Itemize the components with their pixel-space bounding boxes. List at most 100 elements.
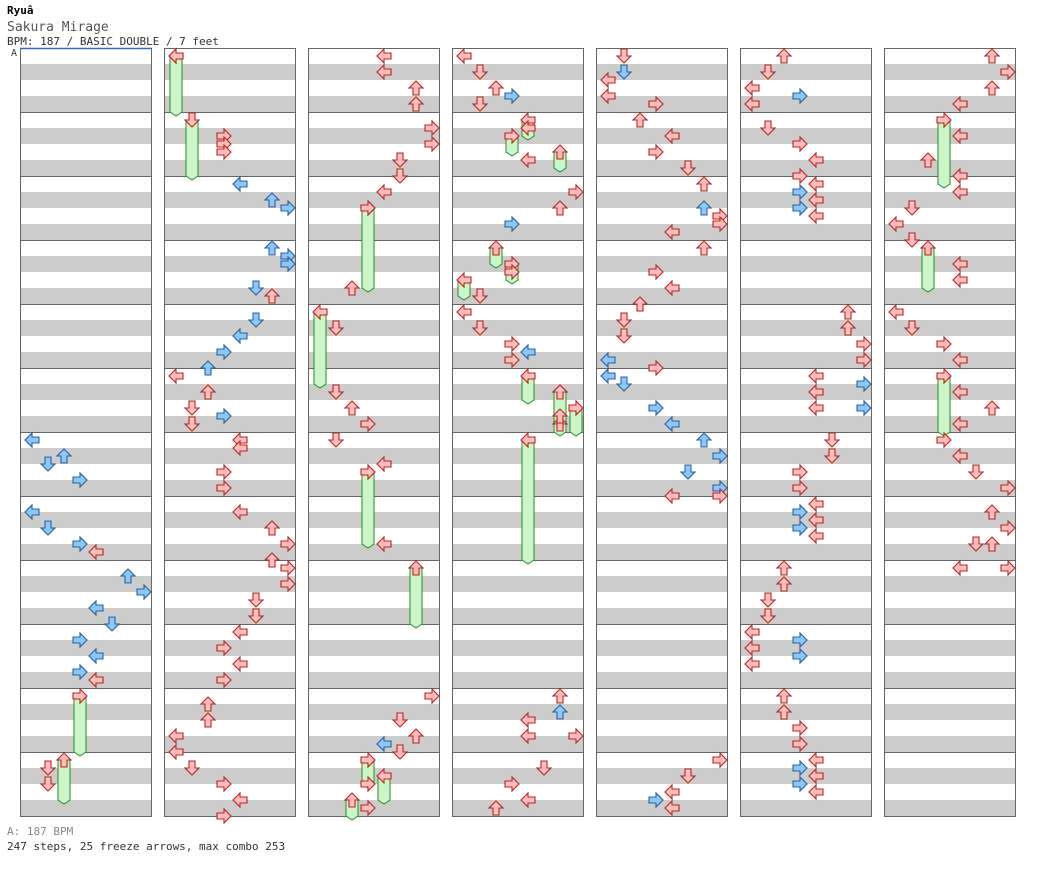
beat-stripe [596, 288, 728, 304]
beat-stripe [308, 48, 440, 64]
beat-stripe [308, 736, 440, 752]
step-arrow [983, 80, 1001, 96]
beat-stripe [740, 352, 872, 368]
freeze-arrow [185, 119, 199, 181]
step-arrow [952, 271, 968, 289]
step-arrow [391, 168, 409, 184]
beat-stripe [884, 304, 1016, 320]
step-arrow [952, 127, 968, 145]
measure-box [884, 752, 1016, 817]
step-arrow [712, 447, 728, 465]
step-arrow [168, 727, 184, 745]
step-arrow [631, 112, 649, 128]
step-arrow [376, 535, 392, 553]
step-arrow [679, 160, 697, 176]
beat-stripe [884, 224, 1016, 240]
beat-stripe [164, 576, 296, 592]
step-arrow [391, 712, 409, 728]
step-arrow [808, 367, 824, 385]
beat-stripe [452, 64, 584, 80]
beat-stripe [884, 576, 1016, 592]
beat-stripe [164, 704, 296, 720]
beat-stripe [596, 608, 728, 624]
beat-stripe [740, 592, 872, 608]
beat-stripe [884, 240, 1016, 256]
beat-stripe [740, 128, 872, 144]
step-arrow [72, 471, 88, 489]
step-arrow [216, 671, 232, 689]
beat-stripe [20, 208, 152, 224]
step-arrow [936, 335, 952, 353]
beat-stripe [740, 240, 872, 256]
beat-stripe [164, 512, 296, 528]
beat-stripe [884, 288, 1016, 304]
step-arrow [775, 48, 793, 64]
step-arrow [360, 415, 376, 433]
step-arrow [568, 727, 584, 745]
step-arrow [360, 799, 376, 817]
step-arrow [424, 119, 440, 137]
step-arrow [183, 760, 201, 776]
step-arrow [216, 639, 232, 657]
beat-stripe [452, 416, 584, 432]
beat-stripe [452, 464, 584, 480]
step-arrow [263, 240, 281, 256]
step-arrow [952, 383, 968, 401]
beat-stripe [452, 320, 584, 336]
measure-box [596, 752, 728, 817]
step-arrow [808, 527, 824, 545]
beat-stripe [452, 112, 584, 128]
beat-stripe [452, 384, 584, 400]
beat-stripe [596, 160, 728, 176]
step-arrow [1000, 559, 1016, 577]
beat-stripe [740, 576, 872, 592]
step-arrow [648, 95, 664, 113]
step-arrow [952, 447, 968, 465]
step-arrow [407, 728, 425, 744]
step-arrow [376, 735, 392, 753]
beat-stripe [740, 112, 872, 128]
step-arrow [775, 576, 793, 592]
step-arrow [360, 775, 376, 793]
beat-stripe [164, 400, 296, 416]
freeze-arrow [937, 119, 951, 189]
beat-stripe [452, 784, 584, 800]
beat-stripe [452, 96, 584, 112]
step-arrow [471, 320, 489, 336]
step-arrow [407, 96, 425, 112]
step-arrow [72, 631, 88, 649]
beat-stripe [164, 528, 296, 544]
step-arrow [520, 791, 536, 809]
step-arrow [792, 735, 808, 753]
beat-stripe [452, 432, 584, 448]
beat-stripe [884, 640, 1016, 656]
beat-stripe [596, 224, 728, 240]
step-arrow [1000, 63, 1016, 81]
step-arrow [280, 559, 296, 577]
beat-stripe [884, 544, 1016, 560]
step-arrow [839, 304, 857, 320]
beat-stripe [884, 208, 1016, 224]
step-arrow [119, 568, 137, 584]
step-arrow [88, 647, 104, 665]
step-arrow [216, 407, 232, 425]
step-arrow [808, 207, 824, 225]
beat-stripe [308, 640, 440, 656]
beat-stripe [164, 272, 296, 288]
step-arrow [888, 215, 904, 233]
step-arrow [424, 135, 440, 153]
beat-stripe [740, 512, 872, 528]
beat-stripe [740, 96, 872, 112]
beat-stripe [308, 80, 440, 96]
step-arrow [712, 215, 728, 233]
beat-stripe [20, 608, 152, 624]
beat-stripe [164, 496, 296, 512]
step-arrow [232, 327, 248, 345]
beat-stripe [884, 624, 1016, 640]
beat-stripe [740, 640, 872, 656]
beat-stripe [164, 176, 296, 192]
step-arrow [744, 95, 760, 113]
beat-stripe [884, 464, 1016, 480]
step-arrow [808, 783, 824, 801]
beat-stripe [740, 80, 872, 96]
